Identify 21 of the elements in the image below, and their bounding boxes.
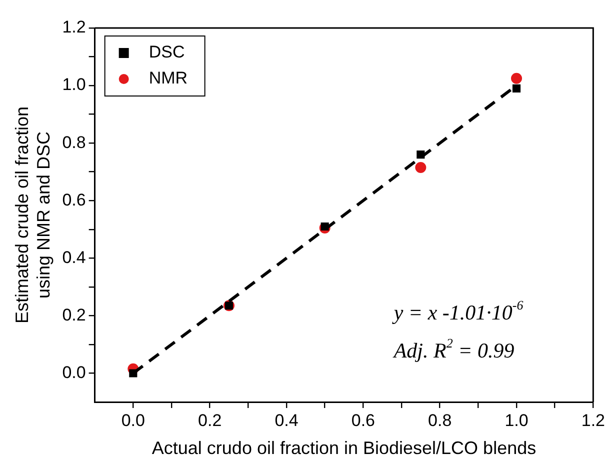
y-tick-label: 0.8 bbox=[62, 132, 86, 152]
y-axis-title: Estimated crude oil fraction using NMR and DSC bbox=[12, 106, 54, 324]
legend-label: DSC bbox=[148, 42, 185, 62]
point bbox=[415, 162, 426, 174]
y-tick-label: 1.2 bbox=[62, 18, 86, 37]
x-tick-label: 0.0 bbox=[121, 410, 145, 430]
y-tick-label: 0.4 bbox=[62, 248, 86, 267]
legend-label: NMR bbox=[148, 68, 188, 88]
x-tick-label: 0.2 bbox=[198, 410, 222, 430]
point bbox=[511, 72, 522, 84]
x-tick-label: 0.4 bbox=[274, 410, 298, 430]
x-axis-title: Actual crudo oil fraction in Biodiesel/LCO blends bbox=[152, 438, 536, 458]
x-tick-label: 0.8 bbox=[428, 410, 452, 430]
y-tick-label: 1.0 bbox=[62, 75, 86, 94]
x-tick-label: 1.0 bbox=[504, 410, 528, 430]
x-tick-label: 1.2 bbox=[581, 410, 606, 430]
y-tick-label: 0.6 bbox=[62, 190, 86, 210]
point bbox=[512, 84, 521, 92]
y-tick-label: 0.2 bbox=[62, 305, 86, 324]
x-tick-label: 0.6 bbox=[351, 410, 375, 430]
y-tick-label: 0.0 bbox=[62, 362, 86, 382]
